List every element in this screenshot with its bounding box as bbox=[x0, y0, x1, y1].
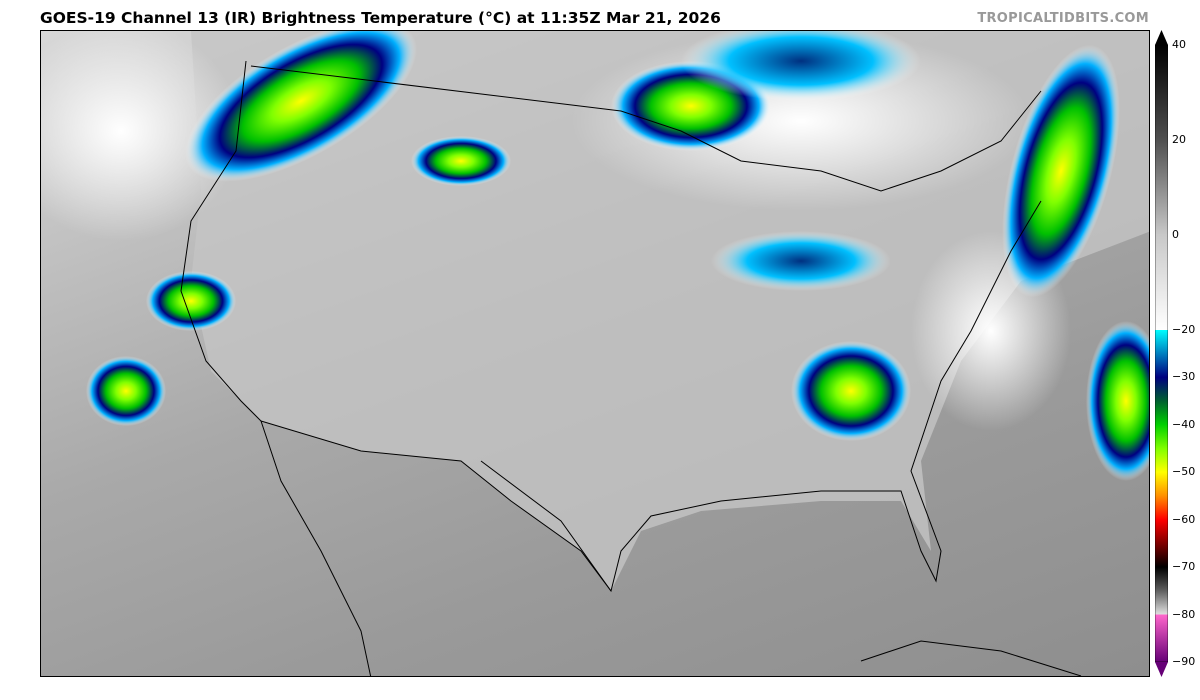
chart-title: GOES-19 Channel 13 (IR) Brightness Tempe… bbox=[40, 9, 721, 27]
coastline-gulf bbox=[480, 200, 1042, 593]
colorbar-tick-label: −50 bbox=[1172, 465, 1196, 479]
colorbar-tick-label: −60 bbox=[1172, 512, 1196, 526]
colorbar-tick-label: −40 bbox=[1172, 417, 1196, 431]
colorbar-tick-label: −90 bbox=[1172, 655, 1196, 668]
colorbar-arrow-bottom bbox=[1155, 662, 1168, 677]
colorbar-gradient bbox=[1154, 44, 1169, 663]
cloud-cold bbox=[681, 31, 921, 101]
cloud-storm bbox=[791, 341, 911, 441]
map-svg bbox=[41, 31, 1149, 676]
colorbar bbox=[1154, 30, 1169, 677]
cloud-storm bbox=[1086, 321, 1149, 481]
colorbar-tick-label: −20 bbox=[1172, 322, 1196, 336]
colorbar-tick-label: 40 bbox=[1172, 38, 1186, 51]
cuba bbox=[860, 640, 1082, 676]
cloud-storm bbox=[1002, 44, 1120, 298]
cloud-cold bbox=[711, 231, 891, 291]
cloud-white bbox=[41, 31, 241, 241]
colorbar-arrow-top bbox=[1155, 30, 1168, 45]
colorbar-tick-label: −30 bbox=[1172, 370, 1196, 384]
coastline-west bbox=[180, 60, 372, 676]
cloud-storm bbox=[185, 31, 417, 182]
cloud-storm bbox=[411, 136, 511, 186]
colorbar-tick-label: −80 bbox=[1172, 607, 1196, 621]
brand-watermark: TROPICALTIDBITS.COM bbox=[977, 11, 1149, 26]
colorbar-tick-label: 20 bbox=[1172, 132, 1186, 146]
cloud-storm bbox=[146, 271, 236, 331]
border-mexico bbox=[260, 420, 612, 592]
colorbar-svg bbox=[1154, 30, 1169, 677]
border-canada bbox=[250, 65, 1042, 192]
colorbar-tick-label: −70 bbox=[1172, 560, 1196, 574]
colorbar-tick-label: 0 bbox=[1172, 227, 1179, 241]
cloud-storm bbox=[86, 356, 166, 426]
satellite-map[interactable] bbox=[40, 30, 1150, 677]
